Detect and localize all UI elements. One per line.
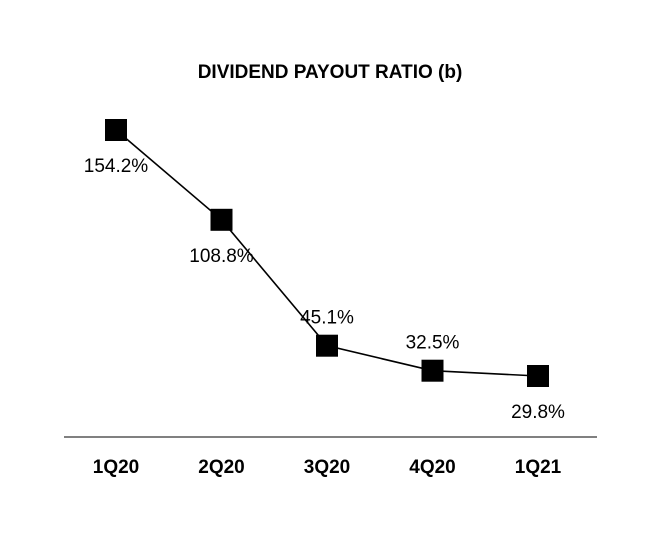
marker-2q20 (210, 208, 233, 231)
x-tick-3q20: 3Q20 (304, 457, 350, 478)
data-label-group: 154.2% 108.8% 45.1% 32.5% 29.8% (84, 156, 565, 423)
tick-label-group: 1Q20 2Q20 3Q20 4Q20 1Q21 (93, 457, 562, 478)
data-label-2q20: 108.8% (189, 246, 254, 267)
x-tick-1q21: 1Q21 (515, 457, 562, 478)
data-label-4q20: 32.5% (406, 333, 460, 354)
marker-3q20 (316, 334, 338, 357)
x-tick-4q20: 4Q20 (409, 457, 455, 478)
data-label-1q20: 154.2% (84, 156, 149, 177)
chart-title: DIVIDEND PAYOUT RATIO (b) (197, 62, 463, 83)
data-label-3q20: 45.1% (300, 308, 354, 329)
marker-1q20 (105, 119, 127, 141)
marker-4q20 (421, 359, 444, 382)
data-label-1q21: 29.8% (511, 402, 565, 423)
x-tick-2q20: 2Q20 (198, 457, 244, 478)
x-tick-1q20: 1Q20 (93, 457, 139, 478)
marker-1q21 (527, 365, 549, 387)
marker-group (105, 119, 549, 387)
